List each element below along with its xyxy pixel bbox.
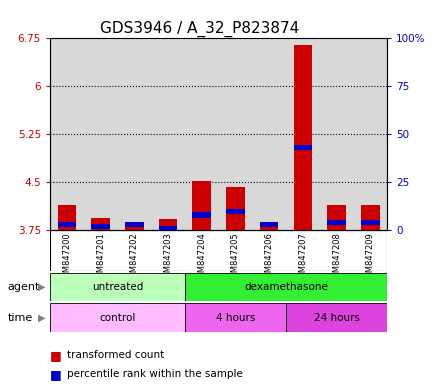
Text: GSM847207: GSM847207 [298, 232, 307, 283]
Text: dexamethasone: dexamethasone [243, 282, 327, 292]
Text: 4 hours: 4 hours [215, 313, 255, 323]
Text: GSM847201: GSM847201 [96, 232, 105, 283]
Text: time: time [7, 313, 33, 323]
Text: GSM847205: GSM847205 [230, 232, 240, 283]
Text: GSM847204: GSM847204 [197, 232, 206, 283]
Text: ■: ■ [50, 349, 62, 362]
Text: GDS3946 / A_32_P823874: GDS3946 / A_32_P823874 [100, 21, 299, 37]
Bar [326, 220, 345, 225]
Bar [125, 226, 143, 230]
Bar [293, 45, 312, 230]
Text: ■: ■ [50, 368, 62, 381]
Bar [226, 209, 244, 214]
Bar [184, 303, 286, 332]
Bar [50, 273, 184, 301]
Bar [184, 273, 386, 301]
Bar [57, 205, 76, 230]
Bar [158, 226, 177, 231]
Text: GSM847203: GSM847203 [163, 232, 172, 283]
Text: untreated: untreated [92, 282, 143, 292]
Bar [125, 222, 143, 227]
Text: 24 hours: 24 hours [313, 313, 359, 323]
Bar [259, 222, 278, 227]
Bar [192, 181, 210, 230]
Text: control: control [99, 313, 135, 323]
Text: GSM847208: GSM847208 [331, 232, 340, 283]
Text: agent: agent [7, 282, 39, 292]
Text: transformed count: transformed count [67, 350, 164, 360]
Bar [360, 220, 379, 225]
Bar [226, 187, 244, 230]
Bar [50, 303, 184, 332]
Bar [158, 219, 177, 230]
Text: GSM847206: GSM847206 [264, 232, 273, 283]
Bar [293, 145, 312, 151]
Bar [91, 224, 110, 229]
Text: GSM847209: GSM847209 [365, 232, 374, 283]
Text: GSM847202: GSM847202 [129, 232, 138, 283]
Bar [326, 205, 345, 230]
Bar [91, 218, 110, 230]
Text: GSM847200: GSM847200 [62, 232, 71, 283]
Bar [360, 205, 379, 230]
Bar [192, 212, 210, 218]
Bar [57, 222, 76, 227]
Text: ▶: ▶ [38, 282, 46, 292]
Bar [259, 223, 278, 230]
Text: percentile rank within the sample: percentile rank within the sample [67, 369, 243, 379]
Bar [286, 303, 386, 332]
Text: ▶: ▶ [38, 313, 46, 323]
